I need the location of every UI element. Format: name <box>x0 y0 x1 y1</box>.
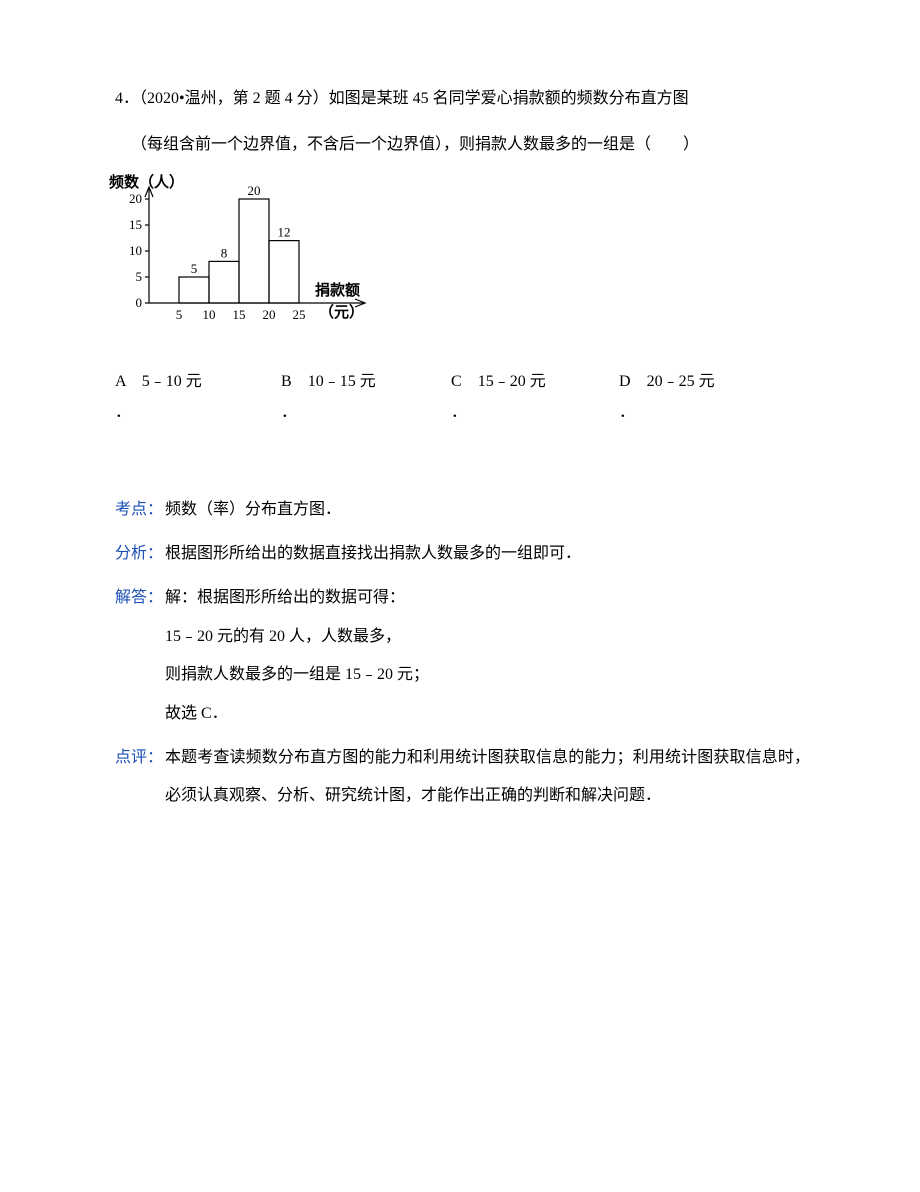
svg-text:15: 15 <box>129 217 142 232</box>
svg-text:5: 5 <box>176 307 183 322</box>
question-source: （2020•温州，第 2 题 4 分） <box>139 90 329 107</box>
jieda-line3: 则捐款人数最多的一组是 15﹣20 元； <box>115 656 810 694</box>
fenxi-label: 分析： <box>115 535 163 573</box>
jieda-line1: 解：根据图形所给出的数据可得： <box>165 579 810 617</box>
dianping-row: 点评： 本题考查读频数分布直方图的能力和利用统计图获取信息的能力；利用统计图获取… <box>115 739 810 816</box>
kaodian-text: 频数（率）分布直方图． <box>165 491 810 529</box>
option-b-letter: B <box>281 373 292 390</box>
question-stem-line2: （每组含前一个边界值，不含后一个边界值），则捐款人数最多的一组是（ ） <box>115 126 810 164</box>
svg-text:5: 5 <box>191 261 198 276</box>
option-b-text: 10﹣15 元 <box>308 373 376 390</box>
option-a-text: 5﹣10 元 <box>142 373 202 390</box>
option-c-dot: ． <box>451 399 619 426</box>
kaodian-label: 考点： <box>115 491 163 529</box>
svg-text:（元）: （元） <box>319 303 364 321</box>
dianping-label: 点评： <box>115 739 163 777</box>
option-d: D 20﹣25 元 ． <box>619 368 715 426</box>
option-a-letter: A <box>115 373 126 390</box>
question-stem-line1: 4．（2020•温州，第 2 题 4 分）如图是某班 45 名同学爱心捐款额的频… <box>115 80 810 118</box>
option-d-dot: ． <box>619 399 715 426</box>
jieda-row: 解答： 解：根据图形所给出的数据可得： <box>115 579 810 617</box>
svg-text:15: 15 <box>233 307 246 322</box>
option-b: B 10﹣15 元 ． <box>281 368 451 426</box>
option-c: C 15﹣20 元 ． <box>451 368 619 426</box>
svg-text:12: 12 <box>278 224 291 239</box>
options-row: A 5﹣10 元 ． B 10﹣15 元 ． C 15﹣20 元 ． D 20﹣… <box>115 368 810 426</box>
option-d-text: 20﹣25 元 <box>647 373 715 390</box>
svg-text:频数（人）: 频数（人） <box>109 173 184 191</box>
fenxi-row: 分析： 根据图形所给出的数据直接找出捐款人数最多的一组即可． <box>115 535 810 573</box>
svg-text:20: 20 <box>263 307 276 322</box>
svg-text:8: 8 <box>221 245 228 260</box>
histogram-chart: 频数（人） 0 5 10 15 20 5 8 20 12 5 10 15 20 25 捐款额 （元） <box>109 173 810 360</box>
option-c-text: 15﹣20 元 <box>478 373 546 390</box>
question-number: 4． <box>115 90 139 107</box>
svg-text:捐款额: 捐款额 <box>315 281 360 299</box>
option-a-dot: ． <box>115 399 281 426</box>
jieda-line2: 15﹣20 元的有 20 人，人数最多， <box>115 618 810 656</box>
svg-text:5: 5 <box>136 269 143 284</box>
kaodian-row: 考点： 频数（率）分布直方图． <box>115 491 810 529</box>
svg-text:20: 20 <box>248 183 261 198</box>
svg-text:10: 10 <box>129 243 142 258</box>
svg-text:0: 0 <box>136 295 143 310</box>
jieda-line4: 故选 C． <box>115 695 810 733</box>
option-b-dot: ． <box>281 399 451 426</box>
dianping-text: 本题考查读频数分布直方图的能力和利用统计图获取信息的能力；利用统计图获取信息时，… <box>165 739 810 816</box>
fenxi-text: 根据图形所给出的数据直接找出捐款人数最多的一组即可． <box>165 535 810 573</box>
jieda-label: 解答： <box>115 579 163 617</box>
spacer <box>115 433 810 485</box>
option-a: A 5﹣10 元 ． <box>115 368 281 426</box>
svg-text:10: 10 <box>203 307 216 322</box>
question-stem-a: 如图是某班 45 名同学爱心捐款额的频数分布直方图 <box>329 90 689 107</box>
option-d-letter: D <box>619 373 631 390</box>
svg-text:25: 25 <box>293 307 306 322</box>
option-c-letter: C <box>451 373 462 390</box>
svg-text:20: 20 <box>129 191 142 206</box>
